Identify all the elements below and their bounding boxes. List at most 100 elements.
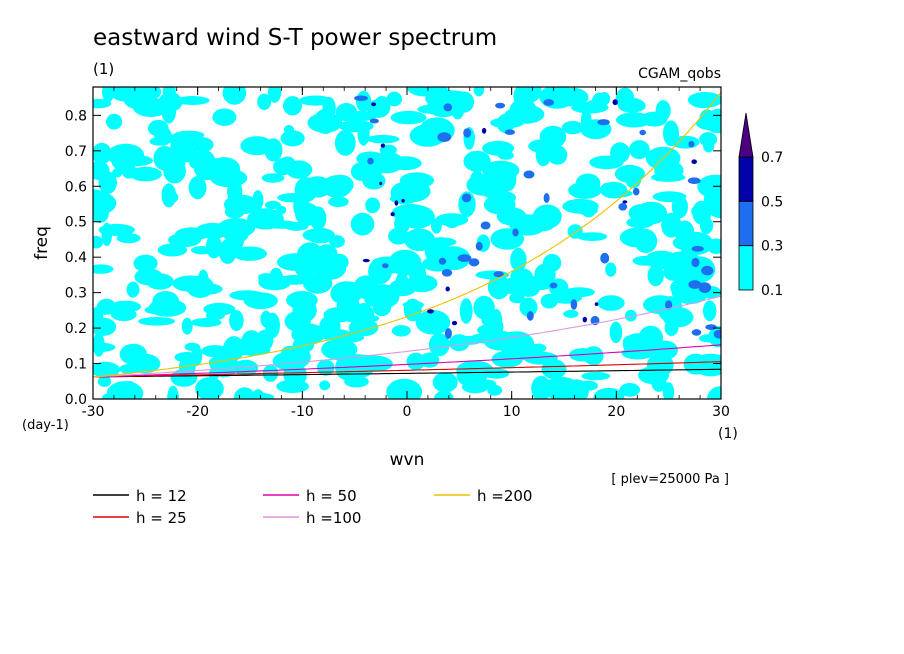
field-blob xyxy=(449,334,470,352)
y-tick-label: 0.4 xyxy=(65,250,87,266)
field-blob xyxy=(542,253,562,272)
field-blob xyxy=(509,292,525,304)
field-blob xyxy=(581,372,611,381)
legend: h = 12 h = 25 h = 50 h =100 h =200 xyxy=(93,487,532,527)
field-blob-mid xyxy=(443,103,453,112)
field-blob xyxy=(394,214,410,235)
colorbar-label: 0.3 xyxy=(761,239,783,255)
dispersion-curve xyxy=(93,344,721,378)
field-blob xyxy=(173,130,205,140)
field-blob xyxy=(93,191,117,215)
field-blob xyxy=(119,343,148,365)
field-blob xyxy=(691,206,703,217)
field-blob xyxy=(386,91,402,107)
field-blob xyxy=(280,156,296,169)
field-blob-mid xyxy=(463,128,472,138)
field-blob-high xyxy=(582,316,587,323)
field-blob xyxy=(294,177,318,203)
field-blob xyxy=(264,200,281,210)
field-blob xyxy=(388,156,422,171)
field-blob-high xyxy=(427,309,434,314)
field-blob xyxy=(334,130,356,156)
field-blob xyxy=(651,372,667,392)
field-blob xyxy=(191,246,213,255)
field-blob-mid xyxy=(713,329,721,339)
field-blob-mid xyxy=(570,299,578,310)
field-blob xyxy=(434,391,454,399)
field-blob xyxy=(564,379,589,399)
field-blob xyxy=(531,375,552,399)
field-blob-mid xyxy=(369,118,379,124)
field-blob xyxy=(402,301,424,309)
field-blob xyxy=(547,145,568,165)
colorbar-label: 0.7 xyxy=(761,150,783,166)
field-blob xyxy=(344,375,369,388)
field-blob xyxy=(260,310,272,328)
field-blob xyxy=(483,368,510,379)
field-blob xyxy=(257,93,272,111)
field-blob xyxy=(93,264,114,274)
field-blob xyxy=(126,281,140,298)
field-blob xyxy=(330,284,350,304)
field-blob-mid xyxy=(543,193,550,203)
field-blob-mid xyxy=(523,170,535,179)
field-blob-high xyxy=(451,320,458,326)
field-blob xyxy=(138,317,176,326)
field-blob xyxy=(303,272,333,294)
field-blob xyxy=(175,96,210,105)
field-blob xyxy=(539,87,575,109)
x-tick-label: 0 xyxy=(403,404,412,420)
field-blob xyxy=(703,300,717,322)
field-blob xyxy=(122,87,147,109)
dispersion-curves xyxy=(93,91,721,378)
field-blob xyxy=(116,233,141,244)
x-tick-label: 30 xyxy=(712,404,730,420)
field-blob xyxy=(334,112,347,121)
field-blob xyxy=(184,342,200,352)
field-blob xyxy=(278,274,311,285)
field-blob xyxy=(93,342,116,353)
field-blob xyxy=(261,173,285,183)
field-blob xyxy=(625,309,637,322)
field-blob xyxy=(407,87,442,97)
field-blob xyxy=(295,261,315,278)
field-blob xyxy=(473,87,485,97)
field-blob-mid xyxy=(600,252,610,264)
x-tick-label: -10 xyxy=(291,404,314,420)
field-blob xyxy=(110,307,137,322)
field-blob xyxy=(329,235,345,248)
field-blob xyxy=(322,96,336,121)
field-blob xyxy=(315,244,338,265)
field-blob xyxy=(335,344,347,358)
field-blob xyxy=(302,228,331,242)
field-blob-mid xyxy=(354,95,368,101)
field-blob xyxy=(112,168,123,178)
field-blob-mid xyxy=(438,257,447,265)
field-blob xyxy=(161,98,177,124)
field-blob xyxy=(218,239,237,264)
field-blob xyxy=(461,381,489,394)
field-blob xyxy=(269,267,283,287)
field-blob xyxy=(93,317,117,336)
field-blob xyxy=(568,181,602,199)
field-blob xyxy=(622,335,639,350)
field-blob xyxy=(195,222,230,239)
field-blob xyxy=(535,142,551,167)
field-blob xyxy=(141,102,161,114)
field-blob-mid xyxy=(701,265,714,276)
field-blob xyxy=(258,273,275,282)
field-blob xyxy=(534,210,556,231)
field-blob xyxy=(247,208,284,230)
colorbar-swatch xyxy=(738,200,754,247)
field-blob xyxy=(208,357,221,369)
field-blob xyxy=(390,110,427,125)
field-blob xyxy=(284,311,311,332)
field-blob xyxy=(415,310,451,335)
chart-subtitle: (1) xyxy=(93,60,114,78)
field-blob xyxy=(167,385,179,399)
field-blob xyxy=(178,356,196,378)
field-blob xyxy=(343,357,375,379)
field-blob xyxy=(435,213,469,227)
field-blob xyxy=(629,140,650,160)
